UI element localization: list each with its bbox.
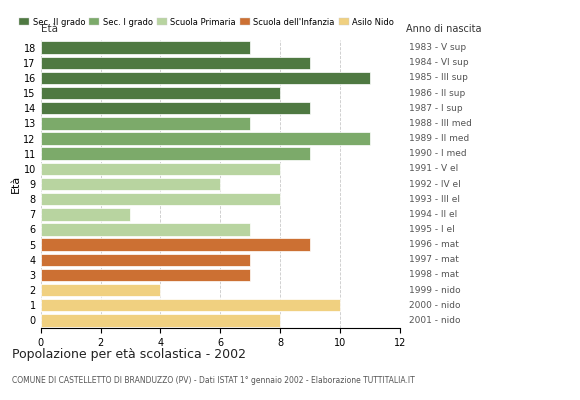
Text: COMUNE DI CASTELLETTO DI BRANDUZZO (PV) - Dati ISTAT 1° gennaio 2002 - Elaborazi: COMUNE DI CASTELLETTO DI BRANDUZZO (PV) … — [12, 376, 414, 385]
Text: 1988 - III med: 1988 - III med — [409, 119, 472, 128]
Bar — [41, 56, 310, 69]
Text: 1985 - III sup: 1985 - III sup — [409, 73, 468, 82]
Text: Età: Età — [41, 24, 57, 34]
Text: 1991 - V el: 1991 - V el — [409, 164, 458, 173]
Text: 1993 - III el: 1993 - III el — [409, 195, 460, 204]
Text: 2001 - nido: 2001 - nido — [409, 316, 461, 325]
Text: 1983 - V sup: 1983 - V sup — [409, 43, 466, 52]
Bar — [41, 163, 280, 175]
Text: 1994 - II el: 1994 - II el — [409, 210, 458, 219]
Bar — [41, 72, 370, 84]
Bar — [41, 178, 220, 190]
Bar — [41, 193, 280, 205]
Bar — [41, 254, 251, 266]
Text: 2000 - nido: 2000 - nido — [409, 301, 461, 310]
Bar — [41, 223, 251, 236]
Bar — [41, 148, 310, 160]
Text: 1996 - mat: 1996 - mat — [409, 240, 459, 249]
Bar — [41, 314, 280, 327]
Text: 1987 - I sup: 1987 - I sup — [409, 104, 463, 113]
Y-axis label: Età: Età — [10, 175, 20, 193]
Bar — [41, 102, 310, 114]
Text: 1992 - IV el: 1992 - IV el — [409, 180, 461, 188]
Bar — [41, 87, 280, 99]
Text: 1995 - I el: 1995 - I el — [409, 225, 455, 234]
Text: 1986 - II sup: 1986 - II sup — [409, 88, 465, 98]
Text: 1990 - I med: 1990 - I med — [409, 149, 467, 158]
Text: 1984 - VI sup: 1984 - VI sup — [409, 58, 469, 67]
Bar — [41, 269, 251, 281]
Bar — [41, 117, 251, 130]
Legend: Sec. II grado, Sec. I grado, Scuola Primaria, Scuola dell'Infanzia, Asilo Nido: Sec. II grado, Sec. I grado, Scuola Prim… — [16, 14, 397, 30]
Bar — [41, 299, 340, 312]
Text: 1998 - mat: 1998 - mat — [409, 270, 459, 280]
Text: Popolazione per età scolastica - 2002: Popolazione per età scolastica - 2002 — [12, 348, 245, 361]
Text: 1989 - II med: 1989 - II med — [409, 134, 469, 143]
Text: 1999 - nido: 1999 - nido — [409, 286, 461, 295]
Bar — [41, 284, 161, 296]
Text: 1997 - mat: 1997 - mat — [409, 255, 459, 264]
Bar — [41, 41, 251, 54]
Bar — [41, 132, 370, 145]
Bar — [41, 208, 130, 220]
Bar — [41, 238, 310, 251]
Text: Anno di nascita: Anno di nascita — [406, 24, 481, 34]
